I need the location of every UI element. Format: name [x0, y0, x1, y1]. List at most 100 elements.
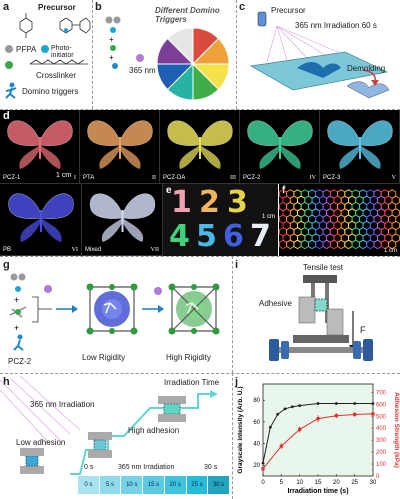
adhesion-timeline-illustration — [0, 375, 218, 475]
pcz2-label: PCZ-2 — [8, 357, 32, 366]
uv-wavelength: 365 nm — [129, 66, 156, 75]
legend-crosslinker: Crosslinker — [36, 71, 77, 80]
crosslinker-icon — [5, 61, 13, 69]
divider-top — [0, 109, 400, 110]
butterfly-photo: PTA II — [80, 110, 160, 184]
butterfly-roman: I — [74, 175, 76, 181]
panel-b-label: b — [95, 1, 102, 13]
honeycomb-cell — [279, 239, 288, 250]
series-line — [262, 403, 373, 464]
panel-e-scale: 1 cm — [261, 214, 275, 220]
rigidity-illustration: + + — [9, 273, 220, 351]
legend-pfpa: PFPA — [16, 45, 37, 54]
butterfly-roman: IV — [309, 175, 316, 181]
panel-h: h 365 nm Irradiation Irradiation Time Lo… — [0, 374, 232, 499]
panel-g-label: g — [3, 259, 10, 271]
butterfly-label: PCZ-1 — [3, 175, 21, 181]
uv-lamp-icon — [136, 54, 144, 62]
adhesive-label: Adhesive — [259, 299, 292, 308]
timeline-mid: 365 nm Irradiation — [118, 464, 175, 471]
plot-area — [262, 383, 374, 477]
digit-glyph: 5 — [196, 219, 217, 254]
panel-d-label: d — [3, 110, 10, 122]
panel-c: c Precursor 365 nm Irradiation 60 s Demo… — [237, 0, 400, 109]
tensile-test-title: Tensile test — [303, 263, 344, 272]
photo-initiator-icon — [41, 45, 49, 53]
honeycomb-cell — [351, 239, 360, 250]
data-point — [353, 412, 357, 417]
x-tick-label: 5 — [280, 480, 284, 486]
domino-trigger-color-wheel — [156, 27, 230, 101]
digit-glyph: 7 — [250, 219, 271, 254]
honeycomb-cell — [315, 239, 324, 250]
butterfly-photo: PCZ-1 I — [0, 110, 80, 184]
data-point — [279, 444, 283, 448]
x-tick-label: 10 — [296, 480, 303, 486]
divider-bottom — [0, 373, 400, 374]
y-left-tick-label: 80 — [253, 398, 260, 404]
panel-d-scale: 1 cm — [56, 172, 72, 179]
honeycomb-cell — [344, 239, 353, 250]
x-tick-label: 30 — [370, 480, 377, 486]
honeycomb-cell — [286, 239, 295, 250]
divider-bc — [236, 0, 237, 109]
honeycomb-cell — [300, 239, 309, 250]
y-left-axis-label: Grayscale intensity (Arb. U.) — [237, 386, 244, 473]
data-point — [261, 461, 265, 465]
honeycomb-cell — [366, 239, 375, 250]
y-right-tick-label: 700 — [376, 390, 387, 396]
y-left-tick-label: 20 — [253, 463, 260, 469]
butterfly-icon — [247, 120, 313, 169]
data-point — [276, 412, 280, 416]
panel-f-scale: 1 cm — [383, 248, 397, 254]
x-tick-label: 20 — [333, 480, 340, 486]
panel-c-label: c — [239, 1, 246, 13]
butterfly-photo: PB VI — [0, 184, 82, 256]
irradiation-step: 10 s — [121, 476, 144, 494]
irradiation-step: 15 s — [143, 476, 165, 494]
low-rigidity-label: Low Rigidity — [82, 353, 126, 362]
divider-gi — [232, 256, 233, 373]
butterfly-icon — [8, 193, 74, 242]
honeycomb-cell — [373, 239, 382, 250]
data-point — [371, 412, 375, 416]
precursor-title: Precursor — [38, 3, 76, 12]
butterfly-roman: VII — [150, 247, 159, 253]
x-tick-label: 0 — [261, 480, 265, 486]
divider-hj — [232, 373, 233, 499]
irradiation-step: 30 s — [208, 476, 230, 494]
data-point — [353, 402, 357, 405]
wheel-title: Different Domino Triggers — [155, 6, 220, 24]
digit-glyph: 2 — [199, 185, 220, 220]
legend-photo-initiator: Photo-initiator — [51, 45, 74, 59]
butterfly-label: PCZ-DA — [163, 175, 186, 181]
digit-glyph: 1 — [171, 185, 192, 220]
digit-glyph: 4 — [169, 219, 190, 254]
precursor-dots: + + — [105, 16, 121, 69]
pfpa-icon — [5, 45, 13, 53]
digit-glyph: 3 — [227, 185, 248, 220]
irradiation-time-label: Irradiation Time — [164, 378, 220, 387]
panel-f: f 1 cm — [279, 184, 400, 256]
honeycomb-cell — [308, 239, 317, 250]
panel-i: i Tensile test Adhesive F — [233, 257, 400, 373]
panel-j: j 0 5 10 15 20 25 30 20 40 60 80 0 100 200 300 400 500 60… — [233, 374, 400, 499]
honeycomb-lattice — [279, 189, 400, 250]
data-point — [283, 407, 287, 411]
butterfly-icon — [327, 120, 393, 169]
panel-j-label: j — [235, 376, 239, 388]
y-right-tick-label: 400 — [376, 426, 387, 432]
butterfly-roman: III — [230, 175, 236, 181]
h-uv-label: 365 nm Irradiation — [30, 400, 95, 409]
data-point — [261, 467, 265, 471]
y-left-tick-label: 40 — [253, 442, 260, 448]
data-point — [334, 402, 338, 405]
low-adhesion-label: Low adhesion — [16, 438, 66, 447]
panel-h-label: h — [3, 376, 10, 388]
data-point — [298, 427, 302, 432]
y-right-tick-label: 0 — [376, 474, 380, 480]
precursor-label: Precursor — [271, 6, 306, 15]
x-tick-label: 15 — [315, 480, 322, 486]
